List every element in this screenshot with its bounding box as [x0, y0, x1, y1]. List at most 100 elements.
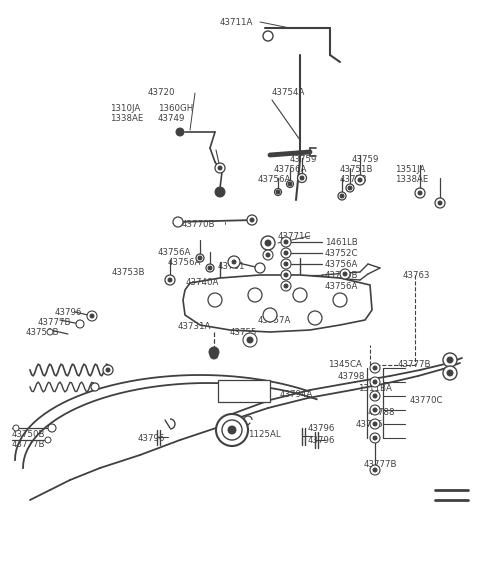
Bar: [218, 380, 270, 402]
Text: 1461LB: 1461LB: [325, 238, 358, 247]
Circle shape: [438, 201, 442, 205]
Circle shape: [168, 278, 172, 282]
Text: 43788: 43788: [368, 408, 396, 417]
Text: 43796: 43796: [308, 424, 336, 433]
Circle shape: [293, 288, 307, 302]
Circle shape: [348, 186, 352, 190]
Circle shape: [435, 198, 445, 208]
Circle shape: [91, 383, 99, 391]
Circle shape: [281, 248, 291, 258]
Circle shape: [284, 251, 288, 255]
Circle shape: [266, 253, 270, 257]
Circle shape: [47, 329, 53, 335]
Circle shape: [370, 465, 380, 475]
Circle shape: [209, 347, 219, 357]
Circle shape: [232, 260, 236, 264]
Circle shape: [370, 433, 380, 443]
Text: 43750B: 43750B: [26, 328, 60, 337]
Text: 43756A: 43756A: [258, 175, 291, 184]
Circle shape: [247, 337, 253, 343]
Circle shape: [265, 240, 271, 246]
Text: 43770B: 43770B: [182, 220, 216, 229]
Circle shape: [373, 380, 377, 384]
Text: 1360GH: 1360GH: [158, 104, 193, 113]
Circle shape: [288, 182, 292, 186]
Circle shape: [106, 368, 110, 372]
Text: 43751B: 43751B: [340, 165, 373, 174]
Circle shape: [48, 424, 56, 432]
Circle shape: [370, 419, 380, 429]
Text: 1338AE: 1338AE: [110, 114, 144, 123]
Circle shape: [338, 192, 346, 200]
Circle shape: [284, 273, 288, 277]
Text: 1310JA: 1310JA: [110, 104, 140, 113]
Text: 43754A: 43754A: [272, 88, 305, 97]
Text: 43731A: 43731A: [178, 322, 211, 331]
Circle shape: [263, 250, 273, 260]
Circle shape: [308, 311, 322, 325]
Circle shape: [208, 266, 212, 270]
Text: 43759: 43759: [352, 155, 379, 164]
Circle shape: [218, 166, 222, 170]
Circle shape: [243, 333, 257, 347]
Circle shape: [250, 218, 254, 222]
Circle shape: [276, 190, 280, 194]
Circle shape: [45, 437, 51, 443]
Circle shape: [443, 366, 457, 380]
Circle shape: [228, 256, 240, 268]
Circle shape: [281, 270, 291, 280]
Circle shape: [370, 377, 380, 387]
Circle shape: [373, 366, 377, 370]
Text: 1338AE: 1338AE: [395, 175, 428, 184]
Circle shape: [281, 259, 291, 269]
Text: 43711A: 43711A: [220, 18, 253, 27]
Text: 1311BA: 1311BA: [358, 384, 392, 393]
Circle shape: [222, 420, 242, 440]
Circle shape: [340, 194, 344, 198]
Text: 43777B: 43777B: [38, 318, 72, 327]
Circle shape: [358, 178, 362, 182]
Text: 43770C: 43770C: [410, 396, 444, 405]
Circle shape: [373, 468, 377, 472]
Text: 43749: 43749: [158, 114, 185, 123]
Text: 43720: 43720: [148, 88, 176, 97]
Text: 43752C: 43752C: [325, 249, 359, 258]
Circle shape: [287, 180, 293, 187]
Circle shape: [176, 128, 184, 136]
Circle shape: [298, 174, 307, 183]
Text: 43777B: 43777B: [398, 360, 432, 369]
Text: 43763: 43763: [403, 271, 431, 280]
Circle shape: [447, 357, 453, 363]
Circle shape: [370, 363, 380, 373]
Text: 43798: 43798: [338, 372, 365, 381]
Circle shape: [281, 237, 291, 247]
Text: 43786: 43786: [356, 420, 384, 429]
Circle shape: [300, 176, 304, 180]
Circle shape: [373, 408, 377, 412]
Text: 1345CA: 1345CA: [328, 360, 362, 369]
Circle shape: [263, 31, 273, 41]
Circle shape: [198, 256, 202, 260]
Circle shape: [370, 391, 380, 401]
Circle shape: [284, 240, 288, 244]
Text: 43777B: 43777B: [364, 460, 397, 469]
Circle shape: [245, 335, 255, 345]
Circle shape: [210, 351, 218, 359]
Circle shape: [255, 263, 265, 273]
Circle shape: [333, 293, 347, 307]
Text: 43796: 43796: [138, 434, 166, 443]
Text: 43761: 43761: [218, 262, 245, 271]
Text: 43796: 43796: [308, 436, 336, 445]
Text: 43740A: 43740A: [186, 278, 219, 287]
Circle shape: [173, 217, 183, 227]
Text: 43756A: 43756A: [168, 258, 202, 267]
Text: 1125AL: 1125AL: [248, 430, 281, 439]
Text: 43756A: 43756A: [158, 248, 192, 257]
Text: 43758: 43758: [340, 175, 368, 184]
Circle shape: [370, 405, 380, 415]
Circle shape: [340, 269, 350, 279]
Circle shape: [247, 215, 257, 225]
Circle shape: [248, 288, 262, 302]
Circle shape: [281, 281, 291, 291]
Circle shape: [208, 293, 222, 307]
